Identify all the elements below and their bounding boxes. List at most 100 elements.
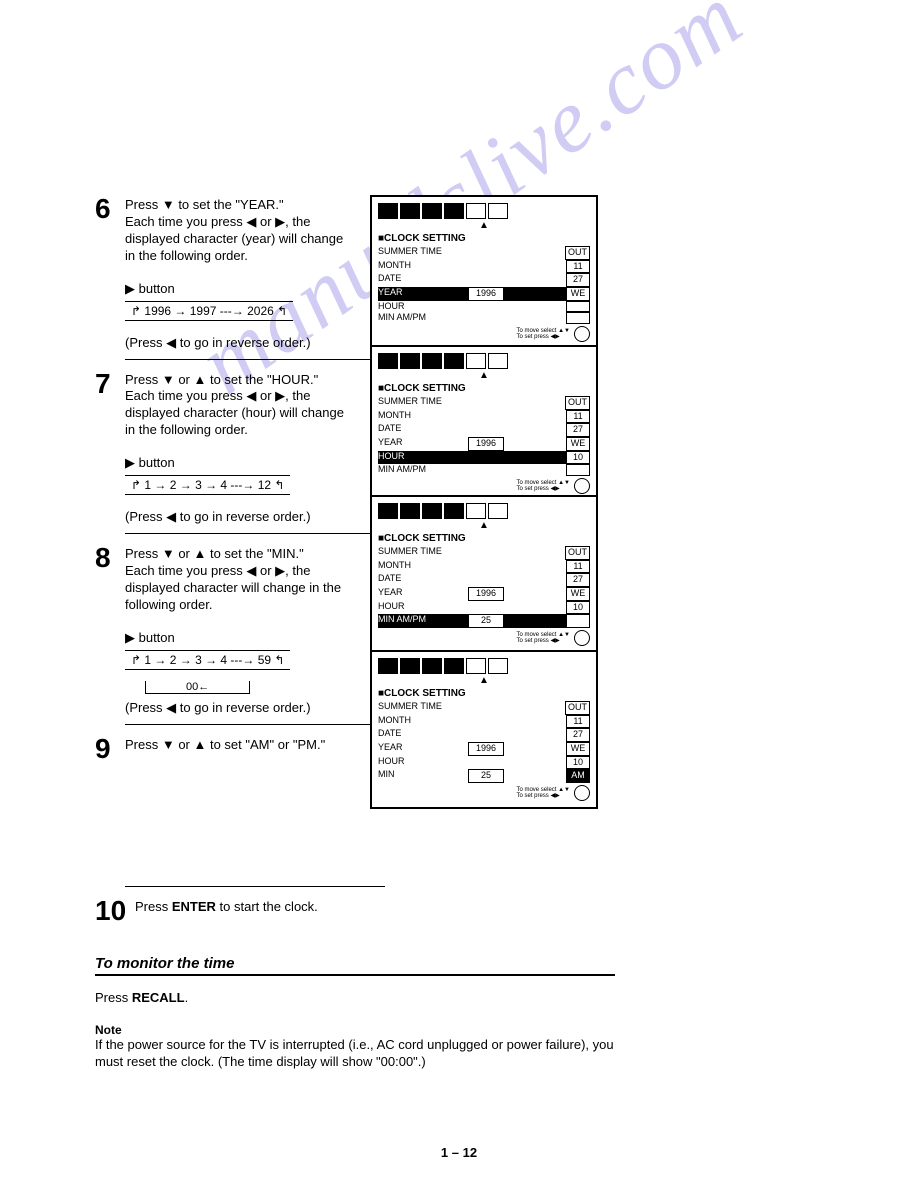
osd-label: MIN AM/PM	[378, 312, 468, 324]
osd-hint: To move select ▲▼To set press ◀▶	[516, 480, 570, 492]
page-number: 1 – 12	[0, 1145, 918, 1160]
osd-value: 1996	[468, 437, 504, 451]
osd-icon	[466, 503, 486, 519]
osd-icon	[466, 203, 486, 219]
osd-icon	[422, 503, 442, 519]
osd-label: MIN AM/PM	[378, 464, 468, 476]
sequence-box-2: 00←	[145, 681, 250, 694]
osd-row: MONTH11	[378, 260, 590, 274]
osd-hint: To move select ▲▼To set press ◀▶	[516, 328, 570, 340]
osd-icon	[444, 503, 464, 519]
osd-row: DATE27	[378, 573, 590, 587]
osd-label: MONTH	[378, 260, 468, 274]
osd-label: MONTH	[378, 560, 468, 574]
osd-label: MONTH	[378, 715, 468, 729]
osd-icon	[488, 503, 508, 519]
osd-row: SUMMER TIMEOUT	[378, 396, 590, 410]
osd-panel: ▲ ■CLOCK SETTING SUMMER TIME OUT MONTH 11DA…	[370, 495, 598, 654]
divider	[125, 533, 385, 534]
osd-value: 25	[468, 769, 504, 783]
osd-value: OUT	[565, 546, 590, 560]
osd-value: 10	[566, 451, 590, 465]
osd-label: SUMMER TIME	[378, 546, 468, 560]
osd-label: MIN	[378, 769, 468, 783]
osd-label: SUMMER TIME	[378, 701, 468, 715]
osd-nav-icon	[574, 785, 590, 801]
osd-footer: To move select ▲▼To set press ◀▶	[378, 630, 590, 646]
osd-title: ■CLOCK SETTING	[378, 383, 590, 394]
osd-value	[566, 312, 590, 324]
section-heading: To monitor the time	[95, 955, 615, 976]
osd-label: DATE	[378, 423, 468, 437]
osd-icon	[488, 658, 508, 674]
osd-row: HOUR 10	[378, 451, 590, 465]
osd-value: 27	[566, 423, 590, 437]
osd-icon-row	[378, 503, 590, 519]
osd-icon	[378, 658, 398, 674]
osd-hint: To move select ▲▼To set press ◀▶	[516, 787, 570, 799]
osd-icon	[400, 503, 420, 519]
osd-value: WE	[566, 287, 590, 301]
osd-row: HOUR10	[378, 756, 590, 770]
osd-label: MIN AM/PM	[378, 614, 468, 628]
osd-value: 25	[468, 614, 504, 628]
osd-value: 11	[566, 410, 590, 424]
note-body: If the power source for the TV is interr…	[95, 1037, 615, 1071]
osd-value	[566, 614, 590, 628]
recall-line: Press RECALL.	[95, 990, 615, 1005]
osd-value: 11	[566, 715, 590, 729]
step-text: Press ▼ or ▲ to set "AM" or "PM."	[125, 737, 350, 754]
osd-footer: To move select ▲▼To set press ◀▶	[378, 478, 590, 494]
osd-icon	[400, 658, 420, 674]
osd-value	[566, 464, 590, 476]
osd-title: ■CLOCK SETTING	[378, 533, 590, 544]
osd-nav-icon	[574, 478, 590, 494]
osd-hint: To move select ▲▼To set press ◀▶	[516, 632, 570, 644]
osd-icon	[466, 658, 486, 674]
osd-icon	[422, 658, 442, 674]
step-number: 8	[95, 544, 125, 572]
osd-row: MIN AM/PM	[378, 464, 590, 476]
osd-value: 27	[566, 573, 590, 587]
step-10: 10 Press ENTER to start the clock.	[95, 897, 615, 925]
osd-icon-row	[378, 658, 590, 674]
osd-title: ■CLOCK SETTING	[378, 688, 590, 699]
divider	[125, 359, 385, 360]
osd-row: DATE27	[378, 273, 590, 287]
osd-label: DATE	[378, 728, 468, 742]
step-number: 6	[95, 195, 125, 223]
osd-label: YEAR	[378, 742, 468, 756]
osd-value: 27	[566, 273, 590, 287]
osd-row: HOUR10	[378, 601, 590, 615]
text-pre: Press	[95, 990, 132, 1005]
osd-label: YEAR	[378, 287, 468, 301]
osd-panel: ▲ ■CLOCK SETTING SUMMER TIMEOUTMONTH11DA…	[370, 345, 598, 502]
osd-arrow-icon: ▲	[378, 521, 590, 531]
sequence-box: ↱ 1996 → 1997 ---→ 2026 ↰	[125, 301, 293, 321]
step-text: Press ▼ to set the "YEAR." Each time you…	[125, 197, 350, 265]
osd-icon	[400, 203, 420, 219]
osd-icon	[444, 353, 464, 369]
osd-row: MIN25 AM	[378, 769, 590, 783]
osd-icon	[488, 353, 508, 369]
osd-value: 11	[566, 560, 590, 574]
osd-label: HOUR	[378, 451, 468, 465]
osd-panel: ▲ ■CLOCK SETTING SUMMER TIMEOUTMONTH11DA…	[370, 195, 598, 350]
osd-arrow-icon: ▲	[378, 371, 590, 381]
osd-panel: ▲ ■CLOCK SETTING SUMMER TIMEOUTMONTH11DA…	[370, 650, 598, 809]
step-number: 10	[95, 897, 135, 925]
osd-icon	[378, 353, 398, 369]
sequence-box: ↱ 1 → 2 → 3 → 4 ---→ 12 ↰	[125, 475, 290, 495]
sequence-box: ↱ 1 → 2 → 3 → 4 ---→ 59 ↰	[125, 650, 290, 670]
osd-icon	[378, 203, 398, 219]
osd-nav-icon	[574, 326, 590, 342]
osd-footer: To move select ▲▼To set press ◀▶	[378, 785, 590, 801]
osd-value: 1996	[468, 587, 504, 601]
osd-icon	[444, 658, 464, 674]
page-content: 6 Press ▼ to set the "YEAR." Each time y…	[95, 195, 615, 1070]
osd-row: YEAR1996WE	[378, 587, 590, 601]
divider	[125, 724, 385, 725]
osd-value: 1996	[468, 287, 504, 301]
osd-value: AM	[566, 769, 590, 783]
osd-value: 1996	[468, 742, 504, 756]
